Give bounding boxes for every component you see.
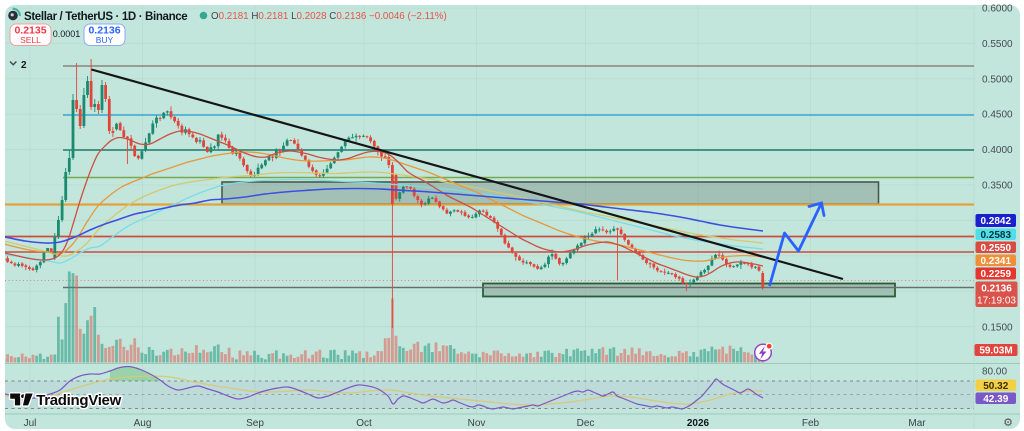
svg-text:0.4000: 0.4000 (982, 145, 1013, 156)
svg-text:0.2341: 0.2341 (980, 256, 1011, 267)
svg-text:TradingView: TradingView (36, 392, 121, 409)
svg-text:0.2136: 0.2136 (88, 25, 120, 37)
svg-text:0.2135: 0.2135 (14, 25, 46, 37)
svg-text:0.2842: 0.2842 (980, 216, 1011, 227)
svg-text:2: 2 (21, 60, 27, 71)
svg-text:0.6000: 0.6000 (982, 4, 1013, 15)
svg-text:0.2583: 0.2583 (980, 230, 1011, 241)
svg-text:2026: 2026 (687, 418, 710, 429)
svg-text:80.00: 80.00 (982, 367, 1007, 378)
svg-text:0.1500: 0.1500 (982, 323, 1013, 334)
svg-text:BUY: BUY (96, 35, 114, 45)
svg-text:Aug: Aug (134, 418, 152, 429)
svg-text:Dec: Dec (577, 418, 595, 429)
svg-text:0.5500: 0.5500 (982, 39, 1013, 50)
svg-text:50.32: 50.32 (983, 381, 1008, 392)
svg-text:Nov: Nov (468, 418, 486, 429)
svg-text:42.39: 42.39 (983, 394, 1008, 405)
svg-text:0.3500: 0.3500 (982, 181, 1013, 192)
svg-text:⚙: ⚙ (1003, 417, 1013, 429)
svg-text:0.2136: 0.2136 (981, 284, 1012, 295)
svg-text:SELL: SELL (20, 35, 41, 45)
svg-text:Mar: Mar (908, 418, 926, 429)
svg-text:0.2259: 0.2259 (980, 269, 1011, 280)
svg-text:Stellar / TetherUS · 1D · Bina: Stellar / TetherUS · 1D · Binance (24, 11, 187, 23)
svg-text:0.4500: 0.4500 (982, 110, 1013, 121)
svg-text:Jul: Jul (24, 418, 37, 429)
svg-text:Feb: Feb (802, 418, 820, 429)
svg-text:Sep: Sep (246, 418, 264, 429)
svg-text:17:19:03: 17:19:03 (977, 296, 1016, 307)
svg-text:0.0001: 0.0001 (53, 29, 81, 39)
svg-text:0.5000: 0.5000 (982, 74, 1013, 85)
svg-text:O0.2181 H0.2181 L0.2028 C0.213: O0.2181 H0.2181 L0.2028 C0.2136 −0.0046 … (211, 11, 447, 22)
svg-text:0.2550: 0.2550 (980, 243, 1011, 254)
svg-text:Oct: Oct (356, 418, 372, 429)
svg-text:59.03M: 59.03M (979, 346, 1012, 357)
